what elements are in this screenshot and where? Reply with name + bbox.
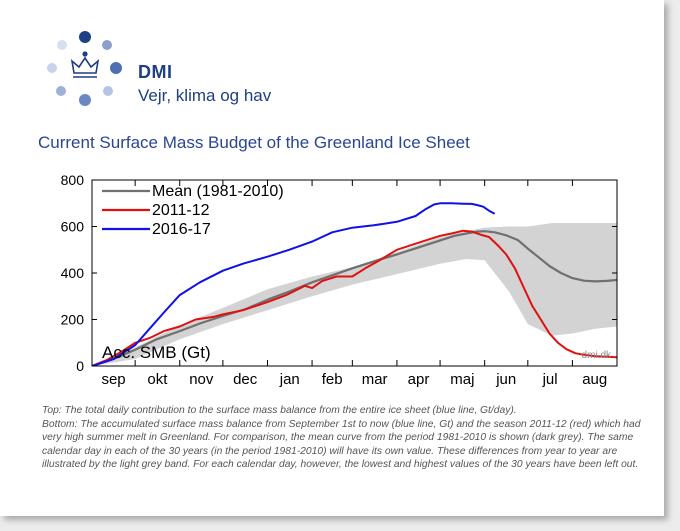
y-axis: 0 200 400 600 800 [61, 172, 617, 374]
axis-annotation: Acc. SMB (Gt) [102, 343, 211, 362]
watermark: dmi.dk [582, 350, 612, 361]
y-tick-label: 200 [61, 312, 85, 328]
page-title: Current Surface Mass Budget of the Green… [38, 133, 470, 152]
x-tick-label: jul [542, 371, 558, 388]
y-tick-label: 800 [61, 172, 85, 188]
smb-chart: 0 200 400 600 800 sep okt nov dec jan feb mar apr ma… [61, 172, 618, 388]
x-tick-label: okt [147, 371, 168, 388]
band-area [92, 223, 617, 366]
x-tick-label: feb [322, 371, 343, 388]
logo-dots [47, 31, 122, 106]
y-tick-label: 600 [61, 219, 85, 235]
x-tick-label: aug [582, 371, 607, 388]
legend-label-1: 2011-12 [152, 202, 210, 219]
caption-top: Top: The total daily contribution to the… [42, 405, 517, 416]
y-tick-label: 400 [61, 265, 85, 281]
x-tick-label: jun [495, 371, 516, 388]
y-tick-label: 0 [76, 358, 84, 374]
x-tick-label: nov [189, 371, 214, 388]
crown-icon [70, 51, 100, 78]
x-tick-label: jan [279, 371, 300, 388]
chart-legend: Mean (1981-2010) 2011-12 2016-17 [102, 183, 284, 238]
x-tick-label: mar [362, 371, 388, 388]
series-line-2 [92, 202, 496, 366]
brand-name: DMI [138, 62, 173, 82]
x-tick-label: apr [408, 371, 430, 388]
legend-label-0: Mean (1981-2010) [152, 183, 284, 200]
dmi-logo [47, 31, 122, 106]
caption-bottom: Bottom: The accumulated surface mass bal… [42, 418, 641, 471]
legend-label-2: 2016-17 [152, 221, 211, 238]
x-tick-label: maj [450, 371, 474, 388]
figure-card: DMI Vejr, klima og hav Current Surface M… [0, 0, 664, 516]
series-lines [92, 202, 617, 366]
x-tick-label: dec [233, 371, 258, 388]
chart-caption: Top: The total daily contribution to the… [42, 404, 642, 472]
variability-band [92, 223, 617, 366]
series-line-0 [92, 230, 617, 366]
brand-tagline: Vejr, klima og hav [138, 86, 272, 105]
series-line-1 [92, 229, 617, 366]
x-tick-label: sep [101, 371, 125, 388]
x-axis: sep okt nov dec jan feb mar apr maj jun jul aug [101, 180, 607, 388]
